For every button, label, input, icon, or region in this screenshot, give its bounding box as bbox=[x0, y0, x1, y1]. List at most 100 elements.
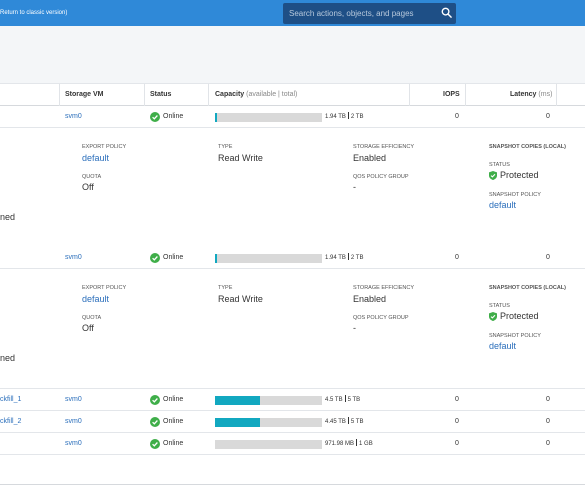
header-status[interactable]: Status bbox=[150, 91, 172, 98]
storage-vm-link[interactable]: svm0 bbox=[65, 113, 82, 120]
iops-value: 0 bbox=[455, 396, 459, 403]
shield-check-icon bbox=[489, 171, 497, 180]
quota-label: QUOTA bbox=[82, 174, 102, 180]
quota-value: Off bbox=[82, 323, 94, 333]
capacity-text: 1.94 TB 2 TB bbox=[325, 112, 364, 120]
snapshot-policy-link[interactable]: default bbox=[489, 200, 517, 210]
volume-detail-panel: EXPORT POLICY default QUOTA Off TYPE Rea… bbox=[0, 128, 585, 248]
table-row[interactable]: svm0 Online 971.98 MB 1 GB 0 0 bbox=[0, 433, 585, 455]
table-row[interactable]: svm0 Online 1.94 TB 2 TB 0 0 bbox=[0, 247, 585, 269]
capacity-bar-fill bbox=[215, 396, 260, 405]
snapshot-copies-header: SNAPSHOT COPIES (LOCAL) bbox=[489, 285, 567, 291]
header-capacity[interactable]: Capacity (available | total) bbox=[215, 91, 298, 98]
table-row[interactable]: ckfill_1 svm0 Online 4.5 TB 5 TB 0 0 bbox=[0, 389, 585, 411]
type-label: TYPE bbox=[218, 144, 233, 150]
export-policy-label: EXPORT POLICY bbox=[82, 144, 127, 150]
snapshot-policy-label: SNAPSHOT POLICY bbox=[489, 192, 541, 198]
type-value: Read Write bbox=[218, 294, 263, 304]
header-latency[interactable]: Latency (ms) bbox=[510, 91, 553, 98]
column-divider bbox=[144, 84, 145, 106]
online-check-icon bbox=[150, 112, 160, 122]
type-value: Read Write bbox=[218, 153, 263, 163]
storage-efficiency-label: STORAGE EFFICIENCY bbox=[353, 144, 415, 150]
iops-value: 0 bbox=[455, 113, 459, 120]
volume-detail-panel: EXPORT POLICY default QUOTA Off TYPE Rea… bbox=[0, 269, 585, 389]
online-check-icon bbox=[150, 395, 160, 405]
capacity-text: 971.98 MB 1 GB bbox=[325, 439, 373, 447]
qos-policy-group-value: - bbox=[353, 323, 356, 333]
toolbar-area bbox=[0, 26, 585, 84]
footer-divider bbox=[0, 484, 585, 485]
snapshot-copies-header: SNAPSHOT COPIES (LOCAL) bbox=[489, 144, 567, 150]
latency-value: 0 bbox=[546, 396, 550, 403]
snapshot-status-label: STATUS bbox=[489, 162, 510, 168]
volume-name-link[interactable]: ckfill_2 bbox=[0, 418, 22, 425]
snapshot-policy-label: SNAPSHOT POLICY bbox=[489, 333, 541, 339]
capacity-text: 1.94 TB 2 TB bbox=[325, 253, 364, 261]
capacity-bar-fill bbox=[215, 254, 218, 263]
return-to-classic-link[interactable]: Return to classic version) bbox=[0, 10, 68, 16]
volume-name-link[interactable]: ckfill_1 bbox=[0, 396, 22, 403]
storage-vm-link[interactable]: svm0 bbox=[65, 254, 82, 261]
storage-efficiency-label: STORAGE EFFICIENCY bbox=[353, 285, 415, 291]
qos-policy-group-value: - bbox=[353, 182, 356, 192]
snapshot-policy-link[interactable]: default bbox=[489, 341, 517, 351]
quota-value: Off bbox=[82, 182, 94, 192]
status-text: Online bbox=[163, 396, 184, 403]
qos-policy-group-label: QOS POLICY GROUP bbox=[353, 315, 409, 321]
status-text: Online bbox=[163, 254, 184, 261]
capacity-bar bbox=[215, 418, 322, 427]
qos-policy-group-label: QOS POLICY GROUP bbox=[353, 174, 409, 180]
online-check-icon bbox=[150, 439, 160, 449]
export-policy-link[interactable]: default bbox=[82, 294, 110, 304]
snapshot-status-value: Protected bbox=[500, 311, 539, 321]
export-policy-link[interactable]: default bbox=[82, 153, 110, 163]
storage-vm-link[interactable]: svm0 bbox=[65, 396, 82, 403]
status-text: Online bbox=[163, 418, 184, 425]
type-label: TYPE bbox=[218, 285, 233, 291]
search-icon[interactable] bbox=[441, 7, 452, 18]
header-iops[interactable]: IOPS bbox=[443, 91, 460, 98]
storage-vm-link[interactable]: svm0 bbox=[65, 418, 82, 425]
truncated-text: ned bbox=[0, 212, 16, 222]
table-header: Storage VM Status Capacity (available | … bbox=[0, 84, 585, 106]
capacity-text: 4.45 TB 5 TB bbox=[325, 417, 364, 425]
snapshot-status-value: Protected bbox=[500, 170, 539, 180]
capacity-bar-fill bbox=[215, 418, 260, 427]
search-input[interactable] bbox=[283, 3, 433, 24]
top-bar: Return to classic version) bbox=[0, 0, 585, 26]
capacity-bar-fill bbox=[215, 113, 218, 122]
latency-value: 0 bbox=[546, 113, 550, 120]
latency-value: 0 bbox=[546, 440, 550, 447]
capacity-text: 4.5 TB 5 TB bbox=[325, 395, 361, 403]
latency-value: 0 bbox=[546, 254, 550, 261]
shield-check-icon bbox=[489, 312, 497, 321]
storage-efficiency-value: Enabled bbox=[353, 294, 387, 304]
column-divider bbox=[409, 84, 410, 106]
storage-efficiency-value: Enabled bbox=[353, 153, 387, 163]
storage-vm-link[interactable]: svm0 bbox=[65, 440, 82, 447]
column-divider bbox=[465, 84, 466, 106]
global-search[interactable] bbox=[283, 3, 456, 24]
snapshot-status-label: STATUS bbox=[489, 303, 510, 309]
column-divider bbox=[59, 84, 60, 106]
table-row[interactable]: svm0 Online 1.94 TB 2 TB 0 0 bbox=[0, 106, 585, 128]
truncated-text: ned bbox=[0, 353, 16, 363]
iops-value: 0 bbox=[455, 254, 459, 261]
table-row[interactable]: ckfill_2 svm0 Online 4.45 TB 5 TB 0 0 bbox=[0, 411, 585, 433]
capacity-bar bbox=[215, 113, 322, 122]
capacity-bar bbox=[215, 254, 322, 263]
column-divider bbox=[556, 84, 557, 106]
status-text: Online bbox=[163, 440, 184, 447]
online-check-icon bbox=[150, 417, 160, 427]
header-storage-vm[interactable]: Storage VM bbox=[65, 91, 104, 98]
latency-value: 0 bbox=[546, 418, 550, 425]
export-policy-label: EXPORT POLICY bbox=[82, 285, 127, 291]
capacity-bar bbox=[215, 396, 322, 405]
capacity-bar bbox=[215, 440, 322, 449]
status-text: Online bbox=[163, 113, 184, 120]
column-divider bbox=[208, 84, 209, 106]
iops-value: 0 bbox=[455, 418, 459, 425]
quota-label: QUOTA bbox=[82, 315, 102, 321]
iops-value: 0 bbox=[455, 440, 459, 447]
